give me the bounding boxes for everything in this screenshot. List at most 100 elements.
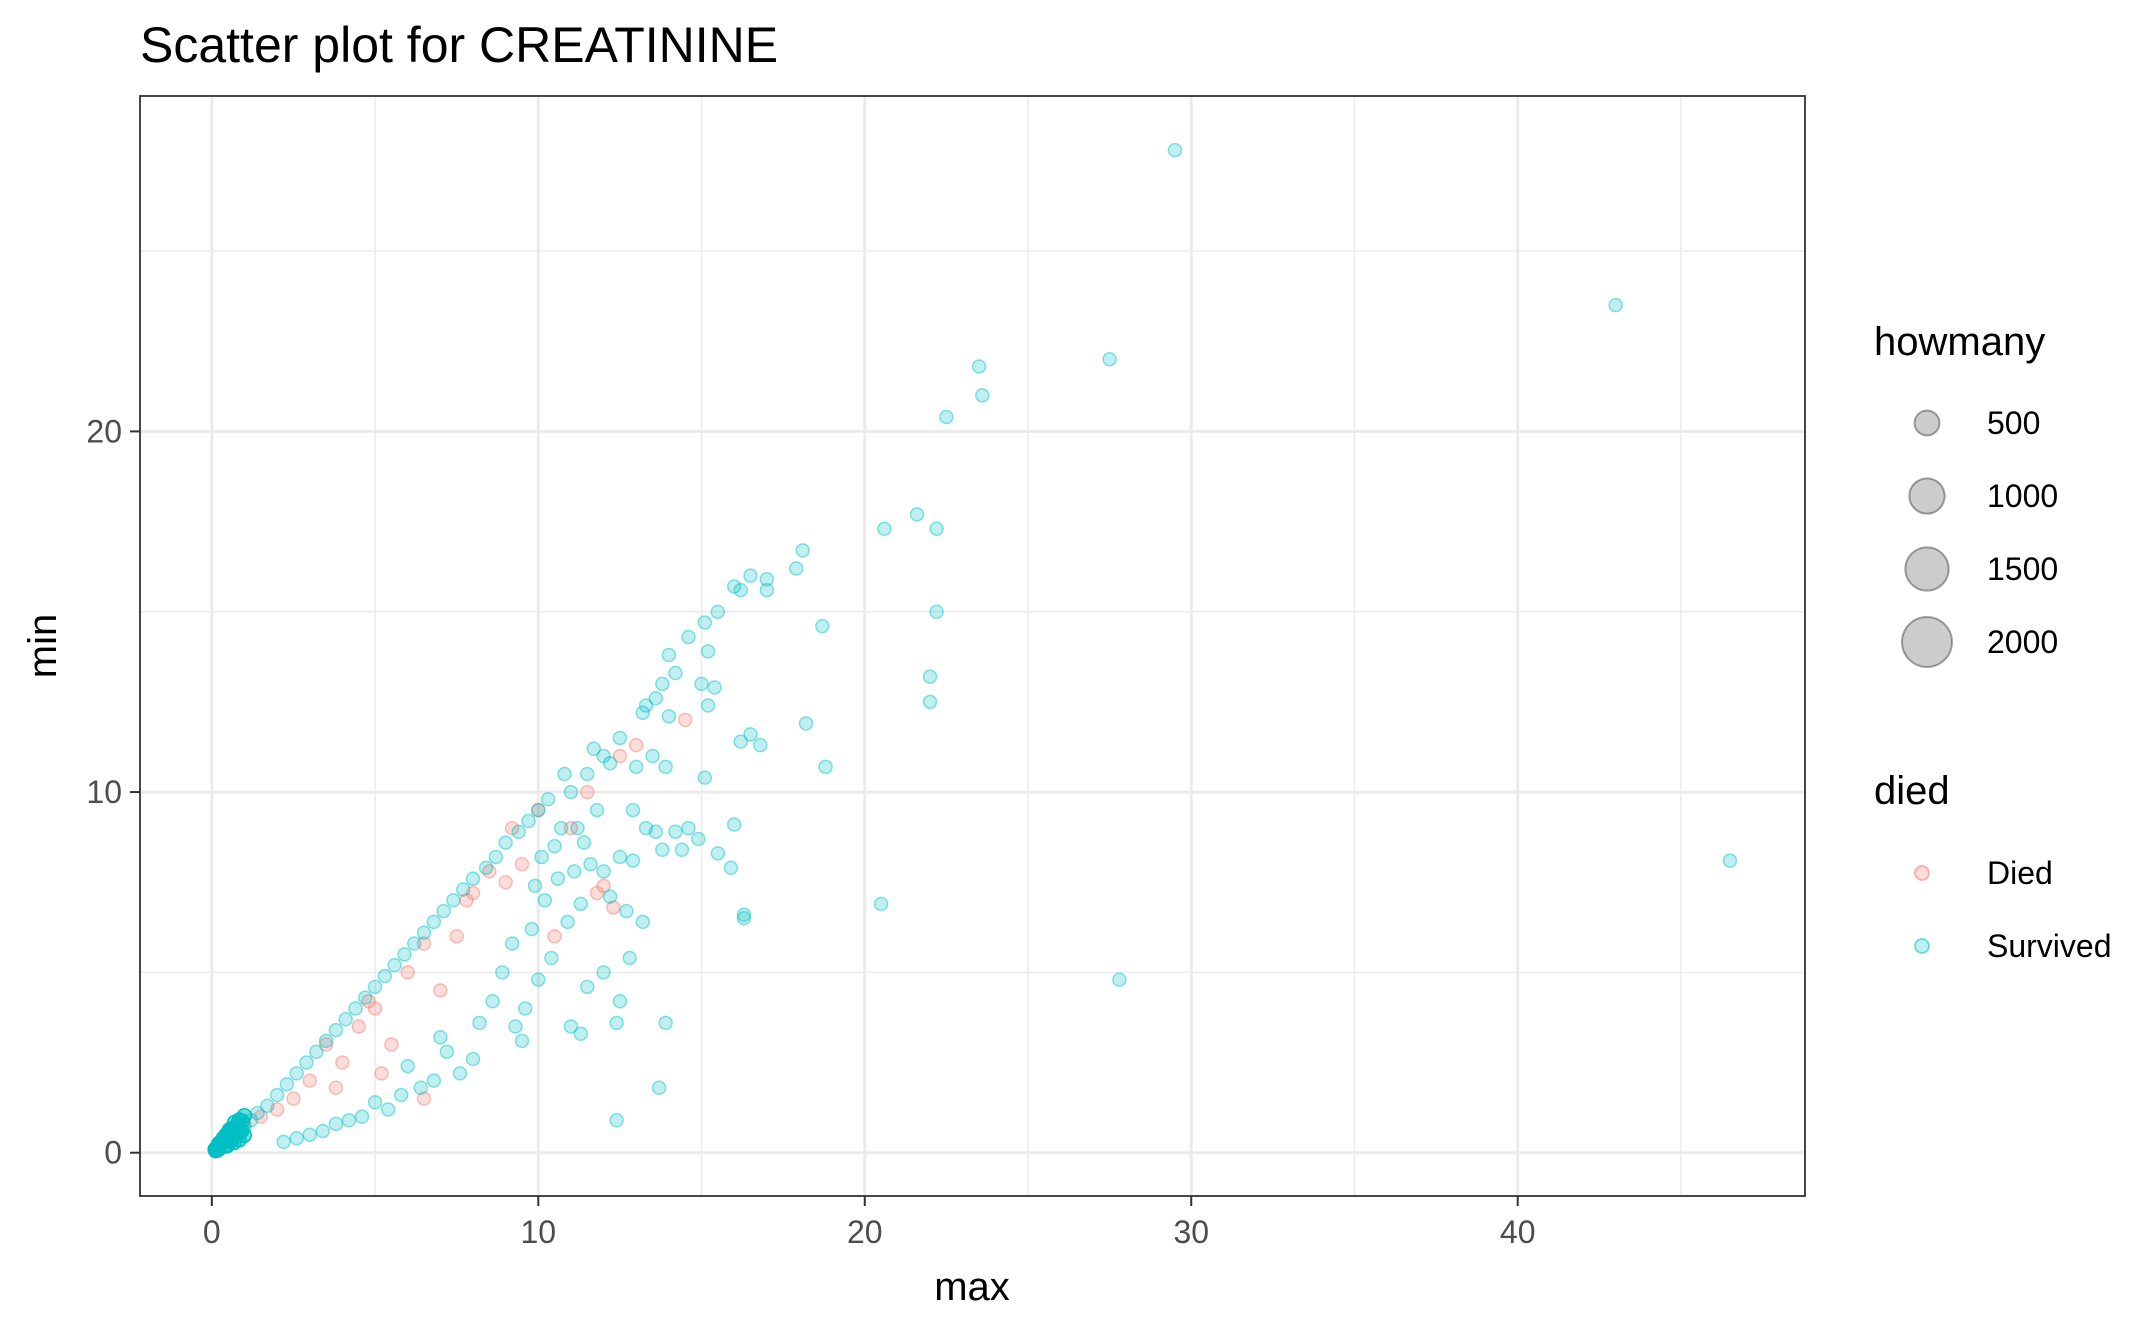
point-died xyxy=(679,713,692,726)
point-survived xyxy=(930,605,943,618)
point-survived xyxy=(388,959,401,972)
point-survived xyxy=(551,872,564,885)
point-survived xyxy=(303,1128,316,1141)
point-survived xyxy=(548,840,561,853)
point-survived xyxy=(728,580,741,593)
point-survived xyxy=(584,858,597,871)
color-legend: died Died Survived xyxy=(1874,769,2112,964)
point-survived xyxy=(911,508,924,521)
x-axis-ticks: 0 10 20 30 40 xyxy=(203,1196,1536,1250)
y-tick-label: 0 xyxy=(104,1135,122,1171)
point-survived xyxy=(656,677,669,690)
point-survived xyxy=(418,926,431,939)
point-survived xyxy=(271,1089,284,1102)
point-survived xyxy=(630,760,643,773)
x-tick-label: 40 xyxy=(1500,1214,1536,1250)
point-survived xyxy=(613,731,626,744)
x-tick-label: 30 xyxy=(1173,1214,1209,1250)
point-survived xyxy=(734,735,747,748)
point-survived xyxy=(760,584,773,597)
point-died xyxy=(581,786,594,799)
point-survived xyxy=(581,980,594,993)
point-survived xyxy=(754,739,767,752)
point-survived xyxy=(662,710,675,723)
point-survived xyxy=(976,389,989,402)
point-survived xyxy=(604,890,617,903)
point-survived xyxy=(646,750,659,763)
point-survived xyxy=(538,894,551,907)
point-survived xyxy=(682,630,695,643)
point-survived xyxy=(545,951,558,964)
point-survived xyxy=(587,742,600,755)
point-survived xyxy=(711,847,724,860)
point-survived xyxy=(564,1020,577,1033)
point-survived xyxy=(623,951,636,964)
point-survived xyxy=(509,1020,522,1033)
point-survived xyxy=(613,850,626,863)
point-survived xyxy=(532,804,545,817)
size-legend-label: 1000 xyxy=(1987,478,2058,514)
point-survived xyxy=(1103,353,1116,366)
point-survived xyxy=(800,717,813,730)
point-survived xyxy=(1113,973,1126,986)
point-died xyxy=(630,739,643,752)
point-survived xyxy=(702,699,715,712)
size-legend-key xyxy=(1915,411,1940,436)
point-survived xyxy=(819,760,832,773)
point-survived xyxy=(597,966,610,979)
point-died xyxy=(434,984,447,997)
plot-panel xyxy=(140,96,1805,1196)
point-survived xyxy=(574,897,587,910)
color-legend-key xyxy=(1915,866,1929,880)
point-survived xyxy=(613,995,626,1008)
y-axis-ticks: 0 10 20 xyxy=(86,413,140,1170)
point-survived xyxy=(280,1078,293,1091)
point-survived xyxy=(401,1060,414,1073)
point-survived xyxy=(591,804,604,817)
point-survived xyxy=(653,1081,666,1094)
point-survived xyxy=(316,1125,329,1138)
point-survived xyxy=(277,1135,290,1148)
point-survived xyxy=(581,768,594,781)
point-survived xyxy=(519,1002,532,1015)
x-tick-label: 20 xyxy=(847,1214,883,1250)
point-survived xyxy=(480,861,493,874)
point-survived xyxy=(329,1117,342,1130)
point-survived xyxy=(669,825,682,838)
point-survived xyxy=(512,825,525,838)
size-legend: howmany 500 1000 1500 2000 xyxy=(1874,320,2058,667)
point-survived xyxy=(656,843,669,856)
point-survived xyxy=(489,850,502,863)
point-died xyxy=(385,1038,398,1051)
point-survived xyxy=(940,410,953,423)
y-tick-label: 10 xyxy=(86,774,122,810)
point-survived xyxy=(875,897,888,910)
point-died xyxy=(352,1020,365,1033)
point-survived xyxy=(447,894,460,907)
point-survived xyxy=(626,804,639,817)
point-survived xyxy=(702,645,715,658)
point-survived xyxy=(692,832,705,845)
x-tick-label: 10 xyxy=(520,1214,556,1250)
point-survived xyxy=(649,825,662,838)
point-survived xyxy=(382,1103,395,1116)
point-died xyxy=(329,1081,342,1094)
point-survived xyxy=(467,872,480,885)
chart-title: Scatter plot for CREATININE xyxy=(140,17,778,73)
point-survived xyxy=(878,522,891,535)
point-survived xyxy=(555,822,568,835)
point-survived xyxy=(558,768,571,781)
x-axis-label: max xyxy=(934,1265,1010,1309)
point-survived xyxy=(300,1056,313,1069)
point-survived xyxy=(378,970,391,983)
point-survived xyxy=(930,522,943,535)
point-survived xyxy=(610,1016,623,1029)
color-legend-title: died xyxy=(1874,769,1950,813)
size-legend-key xyxy=(1902,617,1952,667)
point-survived xyxy=(708,681,721,694)
point-survived xyxy=(496,966,509,979)
point-died xyxy=(375,1067,388,1080)
point-survived xyxy=(220,1130,234,1144)
point-survived xyxy=(506,937,519,950)
point-survived xyxy=(499,836,512,849)
